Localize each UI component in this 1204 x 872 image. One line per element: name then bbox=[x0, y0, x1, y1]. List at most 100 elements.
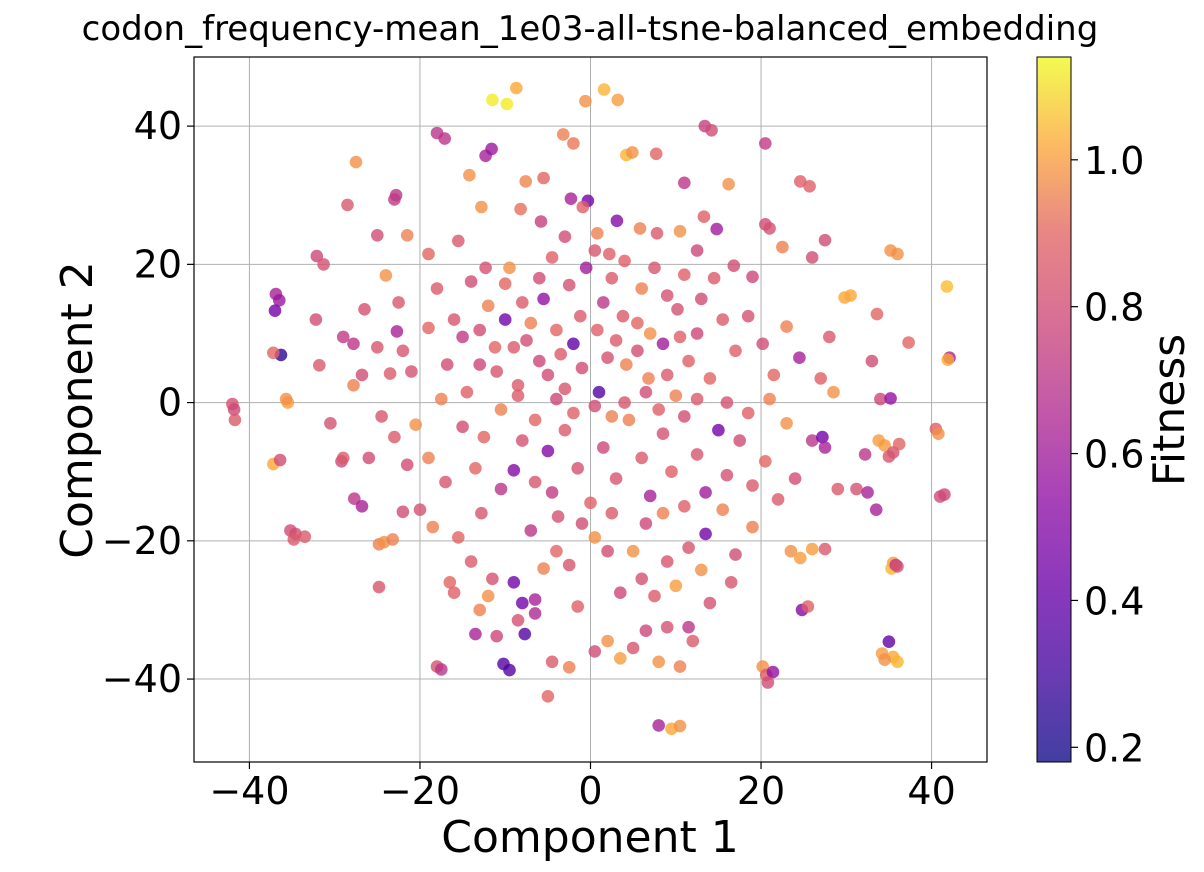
scatter-point bbox=[648, 589, 661, 603]
scatter-point bbox=[788, 472, 802, 485]
scatter-point bbox=[273, 453, 287, 467]
scatter-point bbox=[503, 261, 516, 275]
scatter-point bbox=[759, 137, 772, 150]
x-tick-label: 40 bbox=[907, 769, 955, 813]
scatter-point bbox=[362, 451, 376, 465]
scatter-point bbox=[869, 503, 883, 516]
scatter-point bbox=[652, 655, 665, 669]
scatter-point bbox=[588, 531, 602, 544]
scatter-point bbox=[479, 261, 492, 275]
scatter-point bbox=[794, 551, 807, 565]
scatter-point bbox=[564, 192, 578, 205]
scatter-point bbox=[228, 413, 242, 427]
scatter-point bbox=[430, 282, 444, 295]
scatter-point bbox=[603, 247, 616, 261]
chart-title: codon_frequency-mean_1e03-all-tsne-balan… bbox=[82, 9, 1099, 49]
scatter-point bbox=[727, 259, 741, 273]
scatter-point bbox=[488, 341, 502, 354]
scatter-point bbox=[558, 423, 572, 437]
colorbar-tick-label: 0.6 bbox=[1084, 433, 1144, 477]
scatter-point bbox=[388, 193, 401, 206]
x-axis-label: Component 1 bbox=[441, 812, 738, 863]
scatter-point bbox=[490, 365, 504, 378]
scatter-point bbox=[435, 392, 448, 406]
scatter-point bbox=[562, 661, 576, 674]
scatter-point bbox=[309, 313, 323, 326]
scatter-point bbox=[620, 358, 633, 371]
scatter-point bbox=[528, 607, 542, 620]
scatter-point bbox=[422, 451, 435, 465]
scatter-point bbox=[545, 251, 559, 264]
scatter-point bbox=[850, 482, 863, 496]
scatter-point bbox=[724, 576, 738, 589]
scatter-point bbox=[500, 97, 514, 111]
scatter-point bbox=[597, 83, 611, 96]
scatter-point bbox=[469, 462, 482, 475]
scatter-point bbox=[571, 462, 584, 475]
scatter-point bbox=[514, 202, 527, 216]
scatter-point bbox=[722, 177, 735, 191]
scatter-point bbox=[814, 372, 827, 385]
scatter-point bbox=[460, 385, 474, 399]
scatter-point bbox=[567, 137, 580, 150]
scatter-point bbox=[588, 645, 602, 658]
scatter-point bbox=[541, 368, 555, 382]
scatter-point bbox=[882, 450, 896, 463]
scatter-point bbox=[703, 596, 717, 610]
scatter-point bbox=[324, 417, 337, 430]
scatter-point bbox=[537, 562, 550, 575]
scatter-point bbox=[562, 278, 576, 292]
scatter-point bbox=[678, 268, 691, 282]
scatter-point bbox=[574, 309, 587, 323]
scatter-point bbox=[665, 465, 678, 479]
data-points bbox=[226, 81, 956, 736]
scatter-point bbox=[639, 385, 653, 399]
scatter-point bbox=[545, 655, 559, 669]
scatter-point bbox=[341, 198, 354, 212]
scatter-point bbox=[940, 280, 954, 293]
scatter-point bbox=[660, 368, 674, 382]
scatter-point bbox=[794, 175, 807, 188]
scatter-point bbox=[550, 392, 563, 406]
scatter-point bbox=[405, 365, 418, 378]
scatter-point bbox=[891, 560, 904, 573]
scatter-point bbox=[618, 396, 631, 409]
scatter-point bbox=[575, 361, 589, 375]
scatter-point bbox=[861, 486, 874, 499]
scatter-point bbox=[336, 451, 350, 465]
scatter-point bbox=[550, 323, 563, 337]
scatter-point bbox=[396, 344, 410, 358]
scatter-point bbox=[438, 132, 452, 145]
scatter-point bbox=[537, 292, 550, 306]
scatter-point bbox=[347, 379, 360, 392]
x-tick-label: −20 bbox=[380, 769, 460, 813]
scatter-point bbox=[313, 359, 326, 372]
scatter-point bbox=[567, 337, 580, 351]
scatter-point bbox=[348, 492, 361, 506]
scatter-point bbox=[626, 641, 640, 655]
scatter-point bbox=[720, 468, 734, 482]
scatter-point bbox=[633, 222, 647, 235]
scatter-point bbox=[746, 270, 759, 284]
scatter-point bbox=[490, 629, 504, 643]
scatter-point bbox=[494, 482, 508, 496]
scatter-point bbox=[575, 517, 589, 530]
scatter-point bbox=[383, 367, 397, 380]
scatter-point bbox=[818, 542, 832, 556]
scatter-point bbox=[639, 517, 653, 530]
scatter-point bbox=[511, 389, 525, 403]
scatter-point bbox=[733, 434, 746, 447]
scatter-point bbox=[643, 327, 657, 340]
scatter-point bbox=[639, 624, 653, 637]
scatter-point bbox=[422, 321, 435, 335]
scatter-point bbox=[533, 354, 546, 368]
scatter-point bbox=[878, 653, 891, 666]
colorbar bbox=[1037, 57, 1071, 762]
scatter-point bbox=[584, 496, 597, 510]
scatter-point bbox=[469, 627, 482, 641]
scatter-point bbox=[729, 344, 742, 358]
colorbar-tick-label: 0.4 bbox=[1084, 579, 1144, 623]
scatter-point bbox=[519, 175, 532, 188]
y-axis-label: Component 2 bbox=[52, 261, 103, 558]
scatter-point bbox=[631, 344, 644, 358]
